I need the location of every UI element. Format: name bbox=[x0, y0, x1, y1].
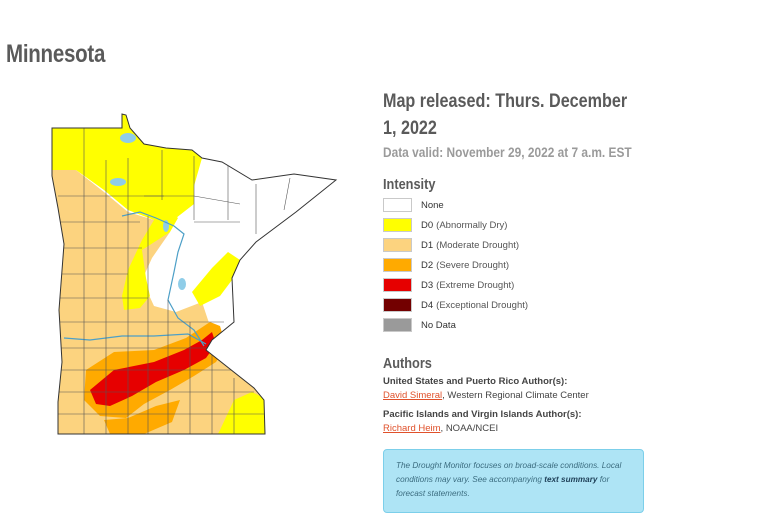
pi-authors-label: Pacific Islands and Virgin Islands Autho… bbox=[383, 409, 582, 420]
drought-map bbox=[44, 100, 344, 445]
legend-item-d1: D1 (Moderate Drought) bbox=[383, 235, 683, 255]
pi-author-org: , NOAA/NCEI bbox=[440, 423, 499, 434]
authors-heading: Authors bbox=[383, 355, 432, 372]
d2-south bbox=[104, 400, 180, 434]
legend-code: D0 bbox=[421, 219, 434, 231]
legend-code: No Data bbox=[421, 319, 456, 331]
legend-desc: (Abnormally Dry) bbox=[436, 219, 508, 231]
legend-code: D2 bbox=[421, 259, 434, 271]
legend-code: D3 bbox=[421, 279, 434, 291]
us-author-org: , Western Regional Climate Center bbox=[442, 390, 589, 401]
pi-author-line: Richard Heim, NOAA/NCEI bbox=[383, 423, 683, 434]
legend-desc: (Moderate Drought) bbox=[436, 239, 520, 251]
legend-item-none: None bbox=[383, 195, 683, 215]
legend-swatch bbox=[383, 298, 412, 312]
us-author-link[interactable]: David Simeral bbox=[383, 390, 443, 401]
note-text-after: for forecast statements. bbox=[396, 475, 610, 498]
legend-desc: (Exceptional Drought) bbox=[436, 299, 529, 311]
legend-heading: Intensity bbox=[383, 176, 436, 193]
legend-swatch bbox=[383, 318, 412, 332]
text-summary-link[interactable]: text summary bbox=[544, 475, 598, 484]
legend-item-d3: D3 (Extreme Drought) bbox=[383, 275, 683, 295]
legend-code: D4 bbox=[421, 299, 434, 311]
legend-item-d2: D2 (Severe Drought) bbox=[383, 255, 683, 275]
info-panel: Map released: Thurs. December 1, 2022 Da… bbox=[383, 88, 683, 434]
note-text-before: The Drought Monitor focuses on broad-sca… bbox=[396, 461, 622, 484]
legend-item-no-data: No Data bbox=[383, 315, 683, 335]
legend-desc: (Extreme Drought) bbox=[436, 279, 515, 291]
legend: None D0 (Abnormally Dry) D1 (Moderate Dr… bbox=[383, 195, 683, 335]
drought-monitor-note: The Drought Monitor focuses on broad-sca… bbox=[383, 449, 644, 513]
legend-item-d4: D4 (Exceptional Drought) bbox=[383, 295, 683, 315]
d3-region bbox=[90, 332, 216, 406]
page-title: Minnesota bbox=[6, 40, 106, 68]
data-valid: Data valid: November 29, 2022 at 7 a.m. … bbox=[383, 144, 632, 160]
pi-author-link[interactable]: Richard Heim bbox=[383, 423, 441, 434]
d0-south-edge bbox=[212, 392, 268, 434]
map-released: Map released: Thurs. December 1, 2022 bbox=[383, 91, 628, 139]
legend-swatch bbox=[383, 238, 412, 252]
legend-code: None bbox=[421, 199, 444, 211]
legend-swatch bbox=[383, 198, 412, 212]
us-author-line: David Simeral, Western Regional Climate … bbox=[383, 390, 683, 401]
legend-item-d0: D0 (Abnormally Dry) bbox=[383, 215, 683, 235]
legend-swatch bbox=[383, 258, 412, 272]
legend-swatch bbox=[383, 218, 412, 232]
us-authors-label: United States and Puerto Rico Author(s): bbox=[383, 376, 568, 387]
legend-desc: (Severe Drought) bbox=[436, 259, 510, 271]
d0-east bbox=[192, 252, 240, 306]
legend-swatch bbox=[383, 278, 412, 292]
legend-code: D1 bbox=[421, 239, 434, 251]
d0-central bbox=[122, 210, 178, 310]
